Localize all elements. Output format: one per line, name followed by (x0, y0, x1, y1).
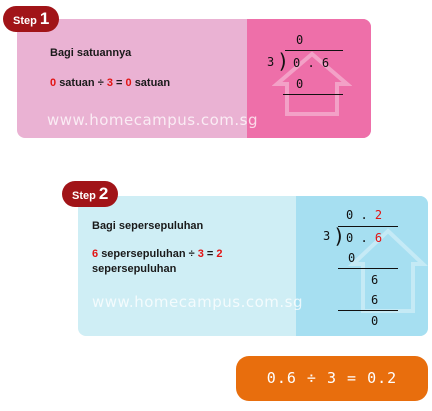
step1-title: Bagi satuannya (50, 47, 132, 59)
step1-dividend: 0 . 6 (293, 56, 330, 70)
step2-remainder-2: 0 (371, 314, 379, 328)
step2-subtract-1: 0 (348, 251, 356, 265)
step2-title: Bagi sepersepuluhan (92, 220, 204, 232)
step1-card (17, 19, 371, 138)
step2-division-bar (338, 226, 398, 227)
step2-division-bracket: ) (333, 224, 346, 248)
step2-badge: Step 2 (62, 181, 119, 207)
step1-division-bracket: ) (277, 49, 290, 73)
step1-divisor: 3 (267, 55, 275, 69)
step2-divisor: 3 (323, 229, 331, 243)
step2-subtract-line-1 (338, 268, 398, 269)
watermark-text: www.homecampus.com.sg (92, 293, 304, 311)
step2-subtract-line-2 (338, 310, 398, 311)
step1-division-panel (247, 19, 371, 138)
step1-equation: 0 satuan ÷ 3 = 0 satuan (50, 77, 171, 89)
step1-subtract: 0 (296, 77, 304, 91)
answer-box: 0.6 ÷ 3 = 0.2 (236, 356, 428, 401)
house-logo-icon (348, 228, 428, 313)
step1-badge: Step 1 (3, 6, 60, 32)
house-logo-icon (272, 51, 352, 116)
step2-quotient: 0 . 2 (346, 208, 383, 222)
step2-equation: 6 sepersepuluhan ÷ 3 = 2 sepersepuluhan (92, 248, 223, 275)
watermark-text: www.homecampus.com.sg (47, 111, 259, 129)
step2-subtract-2: 6 (371, 293, 379, 307)
step2-dividend: 0 . 6 (346, 231, 383, 245)
step1-quotient: 0 (296, 33, 304, 47)
step2-division-panel (296, 196, 428, 336)
step1-subtract-line (283, 94, 343, 95)
step2-card (78, 196, 428, 336)
step1-division-bar (285, 50, 343, 51)
step2-remainder-1: 6 (371, 273, 379, 287)
